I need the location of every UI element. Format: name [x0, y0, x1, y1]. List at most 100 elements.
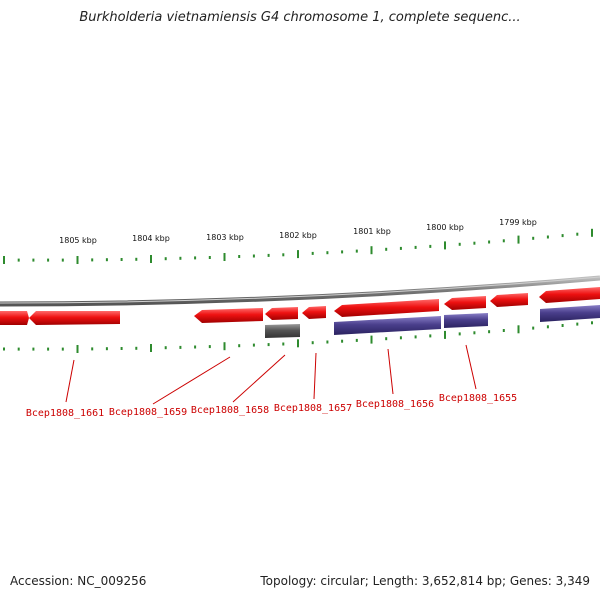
gene-feature-gray[interactable] — [265, 324, 300, 338]
scale-label-1804: 1804 kbp — [132, 234, 170, 243]
minor-tick — [532, 326, 535, 330]
gene-label-1661[interactable]: Bcep1808_1661 — [26, 408, 104, 419]
minor-tick — [105, 258, 108, 262]
minor-tick — [267, 253, 270, 257]
minor-tick — [179, 345, 182, 349]
scale-label-1801: 1801 kbp — [353, 227, 391, 236]
minor-tick — [488, 240, 491, 244]
gene-feature[interactable] — [194, 308, 263, 323]
minor-tick — [458, 242, 461, 246]
minor-tick — [17, 347, 20, 351]
leader-line — [465, 344, 477, 390]
scale-label-1802: 1802 kbp — [279, 231, 317, 240]
major-tick — [370, 246, 373, 255]
major-tick — [150, 255, 152, 263]
minor-tick — [591, 321, 593, 325]
minor-tick — [429, 244, 432, 248]
minor-tick — [488, 330, 491, 334]
major-tick — [297, 250, 299, 259]
minor-tick — [47, 258, 50, 262]
scale-label-1805: 1805 kbp — [59, 236, 97, 245]
chromosome-backbone — [0, 275, 600, 307]
leader-line — [313, 352, 317, 400]
reverse-genes — [265, 305, 600, 338]
minor-tick — [282, 342, 285, 346]
map-title: Burkholderia vietnamiensis G4 chromosome… — [79, 10, 521, 25]
minor-tick — [120, 258, 123, 261]
leader-line — [387, 348, 394, 395]
gene-label-1658[interactable]: Bcep1808_1658 — [191, 405, 269, 416]
major-tick — [150, 344, 152, 352]
minor-tick — [32, 258, 35, 262]
gene-feature[interactable] — [444, 296, 486, 310]
gene-feature[interactable] — [539, 287, 600, 303]
accession-text: Accession: NC_009256 — [10, 574, 147, 588]
major-tick — [517, 325, 520, 334]
minor-tick — [252, 254, 255, 258]
minor-tick — [194, 256, 197, 260]
minor-tick — [546, 325, 549, 329]
minor-tick — [473, 241, 476, 245]
minor-tick — [399, 246, 402, 250]
minor-tick — [120, 347, 123, 350]
gene-feature-reverse[interactable] — [540, 305, 600, 322]
gene-labels: Bcep1808_1661 Bcep1808_1659 Bcep1808_165… — [26, 393, 517, 419]
gene-label-1657[interactable]: Bcep1808_1657 — [274, 403, 352, 414]
minor-tick — [311, 251, 314, 255]
scale-label-1800: 1800 kbp — [426, 223, 464, 232]
backbone-highlight — [0, 276, 600, 304]
minor-tick — [473, 331, 476, 335]
major-tick — [444, 330, 446, 339]
minor-tick — [502, 329, 505, 332]
major-tick — [3, 256, 5, 264]
gene-feature-reverse[interactable] — [334, 316, 441, 335]
gene-label-1659[interactable]: Bcep1808_1659 — [109, 407, 187, 418]
minor-tick — [238, 344, 241, 348]
minor-tick — [91, 258, 94, 262]
minor-tick — [282, 253, 285, 257]
minor-tick — [355, 338, 358, 342]
minor-tick — [267, 343, 270, 347]
minor-tick — [105, 347, 108, 351]
minor-tick — [561, 234, 564, 238]
minor-tick — [208, 256, 211, 259]
topology-summary: Topology: circular; Length: 3,652,814 bp… — [260, 574, 590, 588]
major-tick — [297, 339, 299, 348]
minor-tick — [47, 347, 50, 351]
scale-label-1803: 1803 kbp — [206, 233, 244, 242]
major-tick — [223, 253, 226, 261]
minor-tick — [576, 232, 579, 236]
major-tick — [76, 345, 79, 353]
minor-tick — [135, 257, 138, 261]
minor-tick — [326, 340, 329, 344]
minor-tick — [179, 256, 182, 260]
leader-line — [152, 356, 231, 405]
scale-label-1799: 1799 kbp — [499, 218, 537, 227]
gene-label-1656[interactable]: Bcep1808_1656 — [356, 399, 434, 410]
minor-tick — [135, 346, 138, 350]
gene-feature[interactable] — [29, 311, 120, 325]
leader-line — [232, 354, 286, 403]
minor-tick — [91, 347, 94, 351]
scale-labels: 1805 kbp 1804 kbp 1803 kbp 1802 kbp 1801… — [59, 218, 537, 245]
major-tick — [591, 228, 593, 237]
gene-feature[interactable] — [334, 299, 439, 317]
minor-tick — [61, 258, 64, 262]
gene-feature-reverse[interactable] — [444, 313, 488, 328]
gene-feature[interactable] — [0, 311, 29, 325]
gene-feature[interactable] — [265, 307, 298, 320]
minor-tick — [208, 345, 211, 349]
gene-feature[interactable] — [490, 293, 528, 307]
minor-tick — [32, 347, 35, 351]
minor-tick — [429, 334, 432, 338]
minor-tick — [385, 247, 388, 251]
minor-tick — [385, 337, 388, 341]
gene-feature[interactable] — [302, 306, 326, 319]
minor-tick — [399, 336, 402, 340]
gene-label-1655[interactable]: Bcep1808_1655 — [439, 393, 517, 404]
minor-tick — [194, 345, 197, 349]
major-tick — [76, 256, 79, 264]
minor-tick — [546, 235, 549, 239]
major-tick — [223, 342, 226, 351]
